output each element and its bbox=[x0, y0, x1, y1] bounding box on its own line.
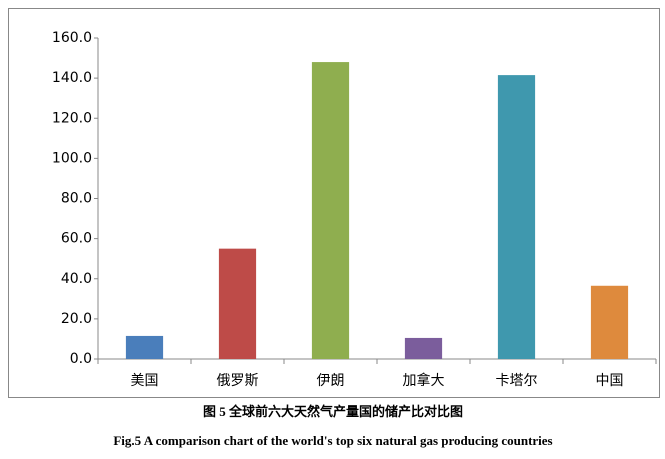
x-tick-label: 俄罗斯 bbox=[217, 373, 259, 389]
y-tick-label: 160.0 bbox=[52, 30, 92, 46]
x-tick-label: 卡塔尔 bbox=[496, 373, 538, 389]
y-tick-label: 0.0 bbox=[70, 351, 92, 367]
chart-subtitle: Fig.5 A comparison chart of the world's … bbox=[113, 433, 552, 448]
bar bbox=[497, 75, 536, 359]
chart-title: 图 5 全球前六大天然气产量国的储产比对比图 bbox=[203, 404, 463, 419]
bar bbox=[125, 335, 164, 359]
x-tick-label: 伊朗 bbox=[317, 373, 345, 389]
y-tick-label: 140.0 bbox=[52, 70, 92, 86]
y-tick-label: 20.0 bbox=[61, 311, 92, 327]
x-tick-label: 美国 bbox=[131, 373, 159, 389]
x-tick-label: 中国 bbox=[596, 373, 624, 389]
bar bbox=[590, 285, 629, 359]
bar bbox=[404, 337, 443, 359]
bar bbox=[311, 62, 350, 359]
y-tick-label: 80.0 bbox=[61, 191, 92, 207]
x-tick-label: 加拿大 bbox=[403, 372, 445, 389]
y-tick-label: 100.0 bbox=[52, 150, 92, 166]
y-tick-label: 60.0 bbox=[61, 231, 92, 247]
bar bbox=[218, 248, 257, 359]
y-tick-label: 120.0 bbox=[52, 110, 92, 126]
y-tick-label: 40.0 bbox=[61, 271, 92, 287]
